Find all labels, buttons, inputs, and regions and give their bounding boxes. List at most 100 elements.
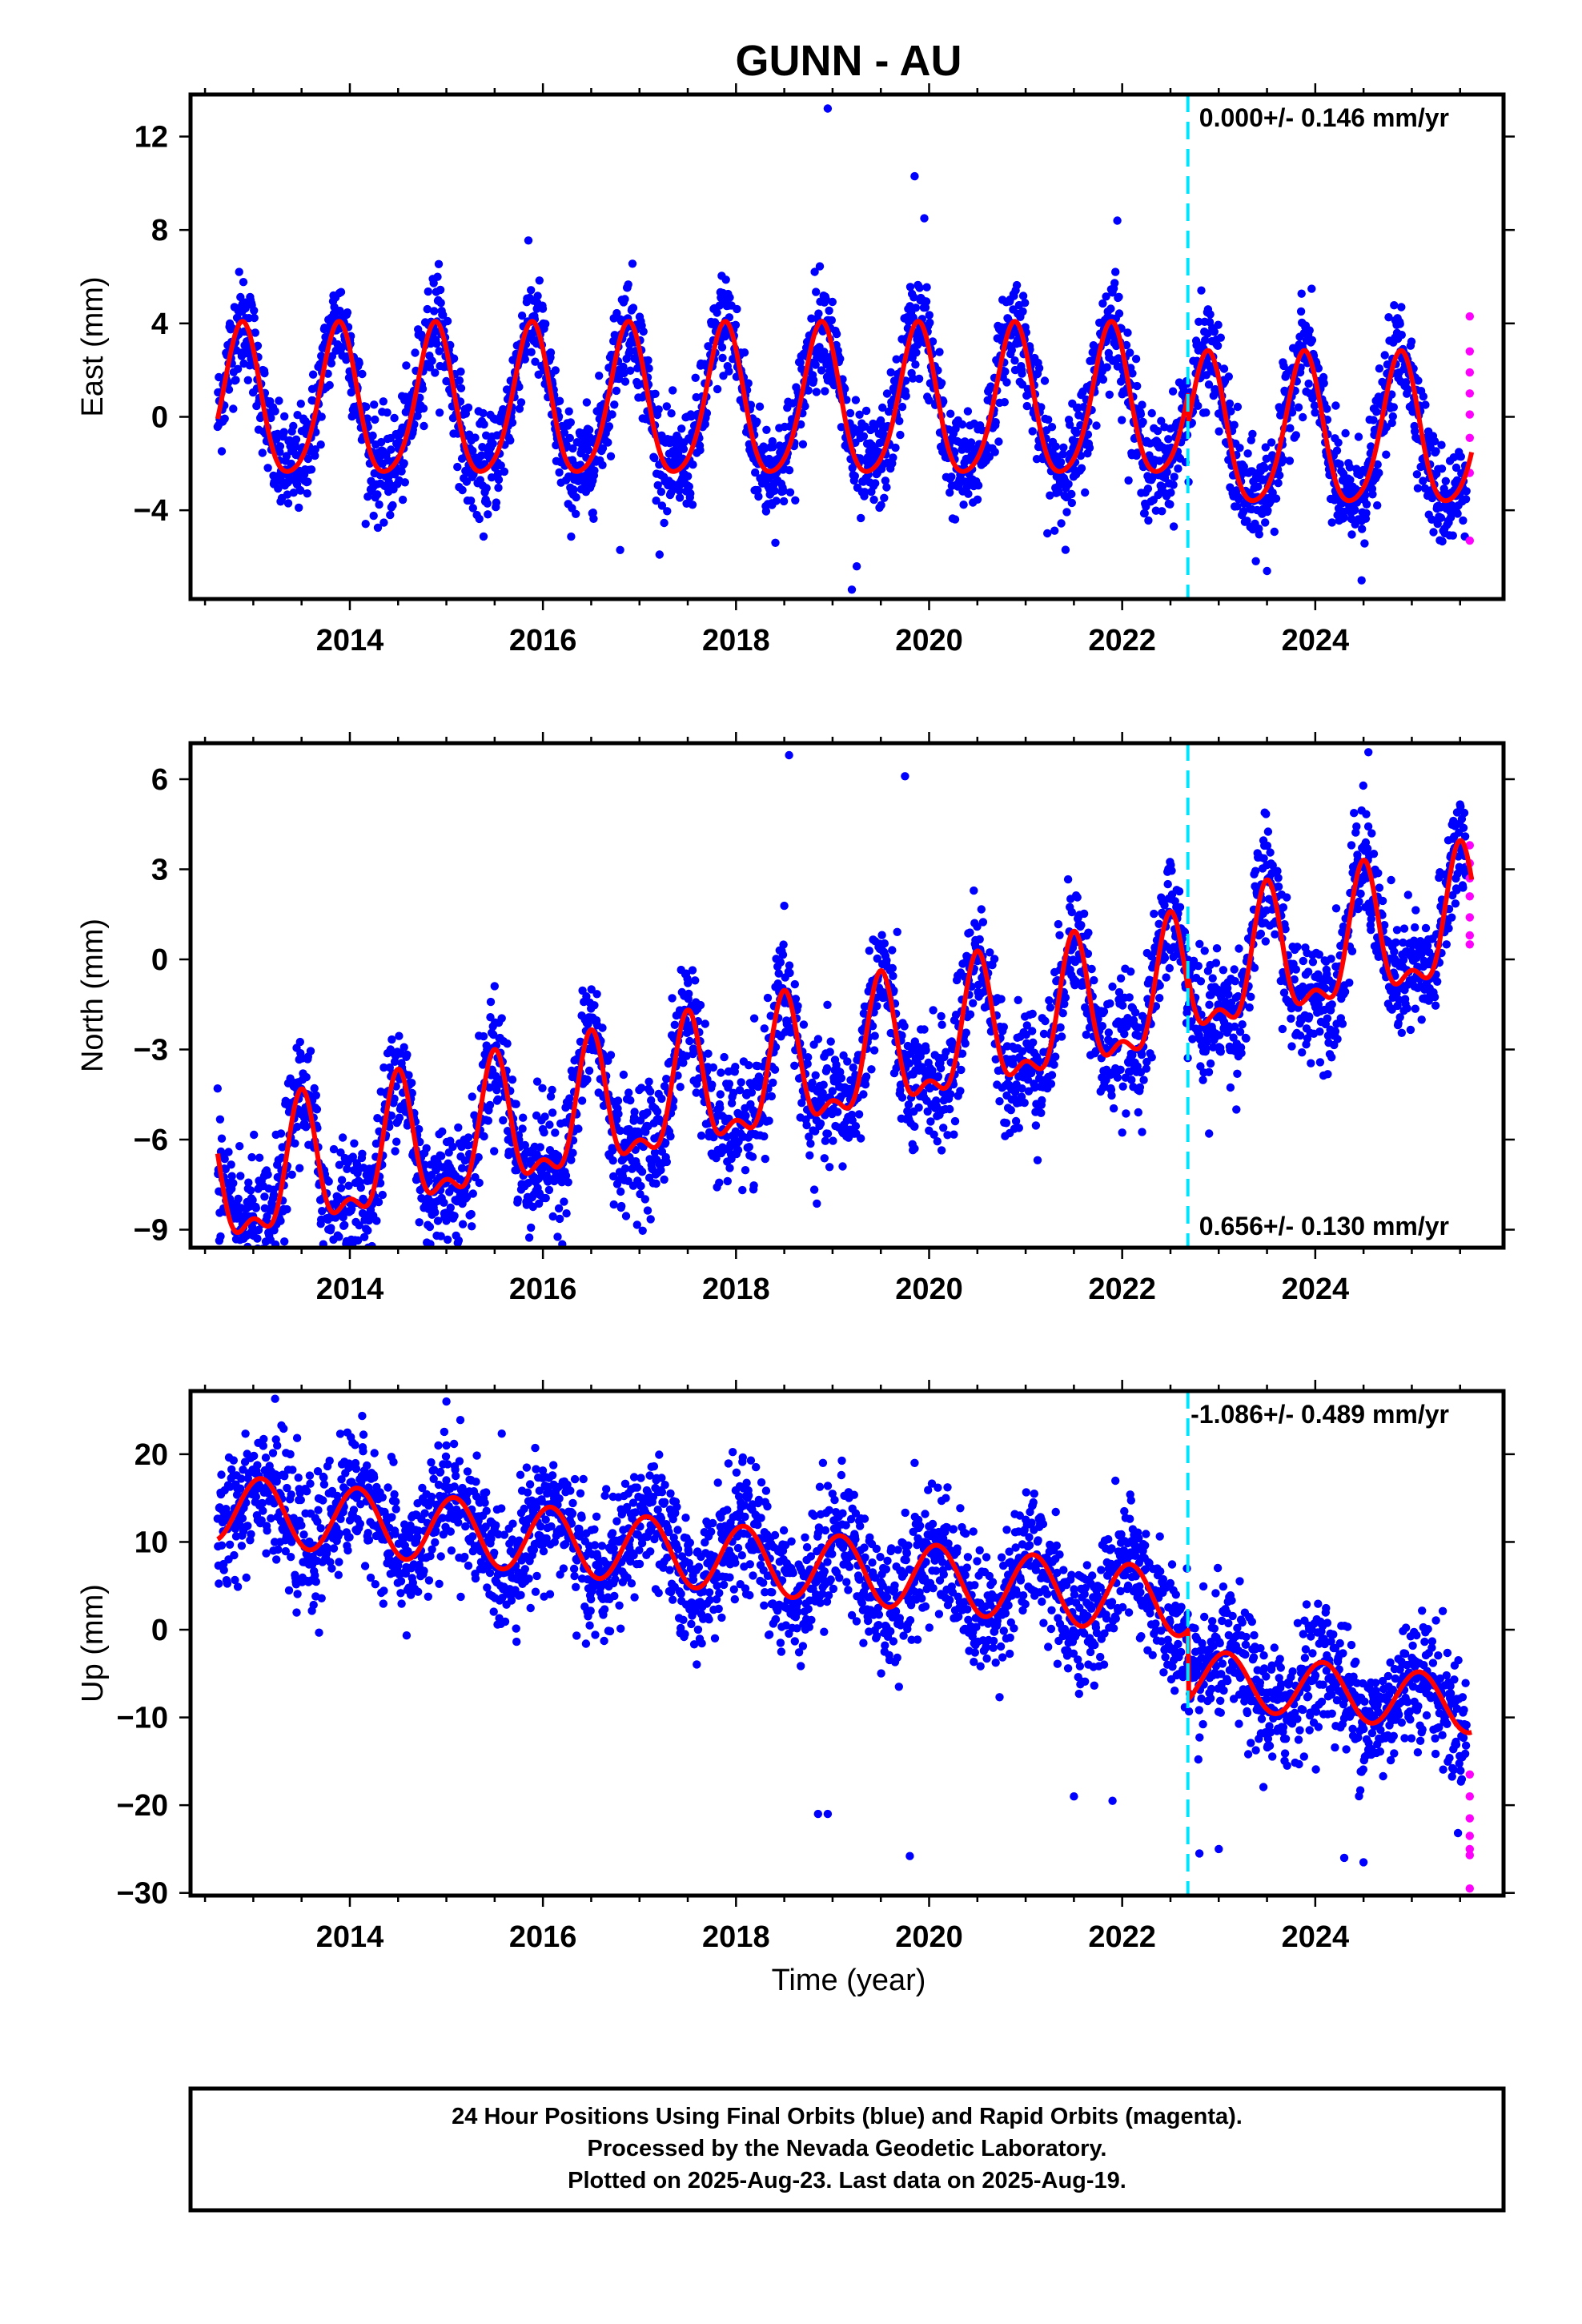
north-final-point [652, 1179, 661, 1188]
east-final-point [1126, 348, 1134, 357]
east-final-point [369, 511, 378, 521]
east-final-point [462, 477, 472, 486]
east-final-point [966, 438, 976, 447]
north-final-point [914, 1103, 923, 1112]
east-final-point [325, 380, 334, 390]
north-final-point [562, 1209, 571, 1218]
north-final-point [404, 1071, 413, 1080]
east-x-tick-label: 2014 [316, 624, 384, 657]
east-final-point [398, 495, 408, 505]
east-final-point [1153, 426, 1162, 436]
east-final-point [506, 436, 515, 445]
east-final-point [946, 488, 954, 497]
east-final-point [963, 407, 973, 416]
east-final-point [1067, 489, 1076, 499]
north-final-point [785, 968, 794, 978]
east-final-point [400, 459, 408, 468]
east-final-point [1143, 485, 1153, 493]
east-final-point [1174, 464, 1182, 473]
east-final-point [691, 373, 700, 382]
east-final-point [584, 425, 594, 435]
east-final-point [535, 276, 544, 285]
east-final-point [1114, 309, 1124, 318]
north-final-point [540, 1128, 548, 1137]
east-outlier-point [852, 562, 861, 571]
north-final-point [541, 1193, 550, 1203]
east-final-point [811, 360, 820, 369]
north-final-point [217, 1134, 227, 1143]
east-final-point [555, 396, 564, 405]
east-final-point [1028, 427, 1037, 436]
north-final-point [276, 1216, 285, 1225]
east-final-point [882, 483, 891, 492]
north-final-point [431, 1208, 440, 1217]
east-final-point [922, 283, 931, 292]
north-final-point [749, 1014, 759, 1023]
east-final-point [702, 408, 712, 418]
north-final-point [937, 1146, 946, 1155]
north-final-point [888, 946, 897, 955]
north-final-point [854, 1110, 864, 1119]
east-final-point [1166, 489, 1175, 497]
east-final-point [482, 484, 491, 493]
east-final-point [419, 404, 428, 413]
east-final-point [572, 493, 580, 502]
north-final-point [1014, 995, 1022, 1005]
east-final-point [1319, 379, 1328, 388]
east-final-point [1327, 518, 1336, 527]
north-final-point [561, 1171, 571, 1180]
east-final-point [1362, 509, 1371, 517]
north-final-point [235, 1273, 243, 1281]
east-final-point [964, 489, 973, 498]
east-final-point [538, 304, 548, 313]
east-final-point [569, 485, 578, 494]
north-final-point [937, 1011, 946, 1021]
east-final-point [1439, 485, 1448, 493]
east-final-point [1311, 408, 1319, 417]
east-final-point [289, 421, 298, 431]
east-final-point [428, 356, 436, 365]
north-final-point [849, 1063, 857, 1072]
east-final-orbit-points [213, 104, 1471, 594]
east-final-point [1254, 482, 1263, 491]
east-final-point [1214, 320, 1223, 329]
east-final-point [413, 412, 422, 420]
east-final-point [608, 410, 616, 419]
east-final-point [733, 304, 741, 314]
east-final-point [1437, 440, 1446, 449]
east-final-point [1062, 508, 1071, 517]
east-final-point [713, 384, 722, 394]
east-final-point [479, 532, 488, 541]
east-final-point [1194, 401, 1203, 410]
east-final-point [1234, 494, 1243, 504]
north-final-point [1029, 1038, 1038, 1047]
east-final-point [801, 402, 809, 411]
east-final-point [1380, 351, 1389, 360]
east-final-point [821, 387, 829, 396]
east-final-point [796, 358, 805, 367]
east-final-point [1170, 472, 1178, 481]
east-final-point [436, 285, 445, 295]
east-final-point [761, 507, 771, 516]
north-final-point [548, 1212, 557, 1221]
north-final-point [450, 1212, 459, 1220]
east-final-point [1462, 487, 1471, 496]
east-final-point [654, 405, 663, 414]
east-final-point [880, 493, 889, 502]
north-final-point [921, 1046, 930, 1055]
north-final-point [939, 1124, 948, 1132]
north-final-point [776, 958, 785, 967]
east-final-point [744, 379, 753, 388]
east-final-point [1305, 326, 1314, 335]
east-final-point [850, 472, 860, 480]
east-final-point [1314, 364, 1323, 373]
east-final-point [1310, 401, 1319, 410]
north-final-point [251, 1204, 260, 1212]
east-final-point [296, 400, 305, 408]
east-final-point [1061, 545, 1070, 554]
north-final-point [613, 1096, 623, 1105]
north-final-point [546, 1092, 556, 1101]
east-final-point [1413, 484, 1423, 493]
north-final-point [621, 1212, 631, 1220]
